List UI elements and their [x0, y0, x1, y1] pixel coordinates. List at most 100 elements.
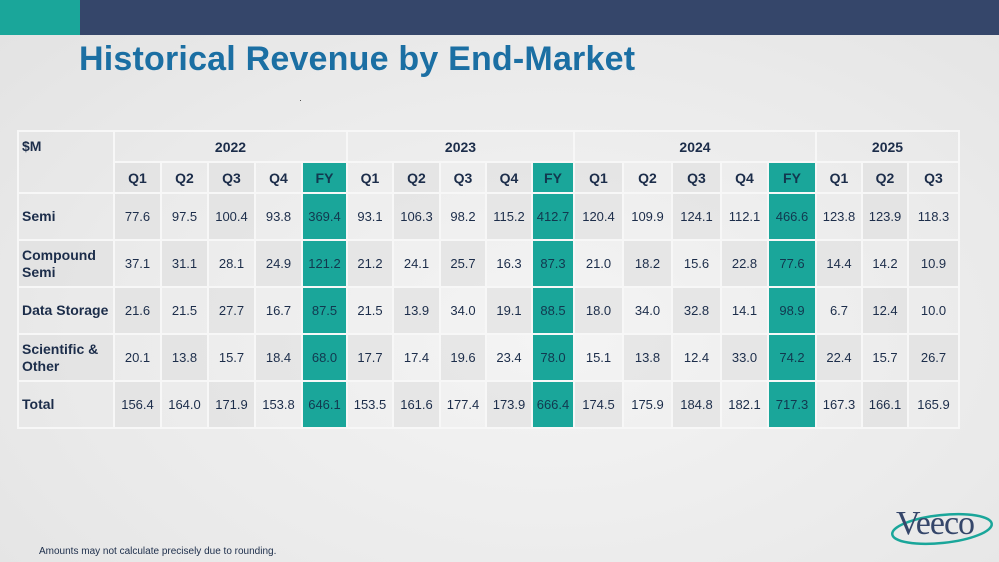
- value-cell: 97.5: [160, 192, 209, 241]
- quarter-header: Q3: [671, 161, 722, 194]
- quarter-header-row: Q1 Q2 Q3 Q4 FY Q1 Q2 Q3 Q4 FY Q1 Q2 Q3 Q4 FY Q1 Q2 Q3: [18, 161, 960, 194]
- table-row: Semi 77.6 97.5 100.4 93.8 369.4 93.1 106.3 98.2 1…: [17, 192, 960, 241]
- value-cell: 109.9: [622, 192, 673, 241]
- value-cell: 93.1: [346, 192, 394, 241]
- value-cell: 112.1: [720, 192, 769, 241]
- value-cell: 93.8: [254, 192, 303, 241]
- logo-swoosh-icon: [891, 512, 993, 546]
- value-cell: 184.8: [671, 380, 722, 429]
- value-cell: 124.1: [671, 192, 722, 241]
- value-cell: 13.8: [622, 333, 673, 382]
- quarter-header: Q3: [207, 161, 256, 194]
- value-cell: 17.7: [346, 333, 394, 382]
- value-cell: 21.5: [160, 286, 209, 335]
- value-cell: 21.5: [346, 286, 394, 335]
- value-cell: 153.5: [346, 380, 394, 429]
- table-body: Semi 77.6 97.5 100.4 93.8 369.4 93.1 106.3 98.2 1…: [17, 192, 960, 429]
- value-cell: 27.7: [207, 286, 256, 335]
- quarter-header: Q1: [573, 161, 624, 194]
- value-cell: 15.6: [671, 239, 722, 288]
- footnote: Amounts may not calculate precisely due …: [39, 546, 277, 557]
- fy-value-cell: 412.7: [531, 192, 575, 241]
- value-cell: 156.4: [113, 380, 162, 429]
- value-cell: 15.1: [573, 333, 624, 382]
- table-row: Compound Semi 37.1 31.1 28.1 24.9 121.2 21.2 24…: [17, 239, 960, 288]
- value-cell: 18.2: [622, 239, 673, 288]
- value-cell: 77.6: [113, 192, 162, 241]
- value-cell: 166.1: [861, 380, 909, 429]
- fy-value-cell: 369.4: [301, 192, 348, 241]
- value-cell: 21.6: [113, 286, 162, 335]
- row-label: Compound Semi: [17, 239, 115, 288]
- unit-label: $M: [17, 130, 115, 194]
- value-cell: 22.4: [815, 333, 863, 382]
- value-cell: 175.9: [622, 380, 673, 429]
- top-accent-bar: [0, 0, 80, 35]
- value-cell: 25.7: [439, 239, 487, 288]
- value-cell: 171.9: [207, 380, 256, 429]
- value-cell: 24.9: [254, 239, 303, 288]
- value-cell: 24.1: [392, 239, 441, 288]
- fy-value-cell: 466.6: [767, 192, 817, 241]
- row-label: Semi: [17, 192, 115, 241]
- fy-header: FY: [767, 161, 817, 194]
- value-cell: 15.7: [861, 333, 909, 382]
- year-header: 2022: [113, 130, 348, 163]
- value-cell: 19.1: [485, 286, 533, 335]
- value-cell: 167.3: [815, 380, 863, 429]
- fy-value-cell: 121.2: [301, 239, 348, 288]
- fy-value-cell: 88.5: [531, 286, 575, 335]
- quarter-header: Q2: [160, 161, 209, 194]
- value-cell: 123.8: [815, 192, 863, 241]
- value-cell: 18.4: [254, 333, 303, 382]
- value-cell: 153.8: [254, 380, 303, 429]
- fy-value-cell: 87.3: [531, 239, 575, 288]
- value-cell: 161.6: [392, 380, 441, 429]
- value-cell: 22.8: [720, 239, 769, 288]
- value-cell: 173.9: [485, 380, 533, 429]
- value-cell: 164.0: [160, 380, 209, 429]
- value-cell: 31.1: [160, 239, 209, 288]
- value-cell: 14.4: [815, 239, 863, 288]
- value-cell: 106.3: [392, 192, 441, 241]
- value-cell: 16.3: [485, 239, 533, 288]
- fy-value-cell: 98.9: [767, 286, 817, 335]
- value-cell: 12.4: [861, 286, 909, 335]
- value-cell: 16.7: [254, 286, 303, 335]
- value-cell: 123.9: [861, 192, 909, 241]
- value-cell: 21.0: [573, 239, 624, 288]
- quarter-header: Q2: [392, 161, 441, 194]
- value-cell: 177.4: [439, 380, 487, 429]
- value-cell: 15.7: [207, 333, 256, 382]
- fy-value-cell: 87.5: [301, 286, 348, 335]
- value-cell: 17.4: [392, 333, 441, 382]
- quarter-header: Q3: [907, 161, 960, 194]
- value-cell: 26.7: [907, 333, 960, 382]
- year-header: 2023: [346, 130, 575, 163]
- value-cell: 182.1: [720, 380, 769, 429]
- value-cell: 20.1: [113, 333, 162, 382]
- year-header: 2024: [573, 130, 817, 163]
- value-cell: 32.8: [671, 286, 722, 335]
- veeco-logo: Veeco: [888, 505, 996, 549]
- quarter-header: Q4: [720, 161, 769, 194]
- row-label: Total: [17, 380, 115, 429]
- value-cell: 34.0: [622, 286, 673, 335]
- quarter-header: Q4: [485, 161, 533, 194]
- fy-value-cell: 77.6: [767, 239, 817, 288]
- page-title: Historical Revenue by End-Market: [79, 40, 636, 78]
- quarter-header: Q1: [815, 161, 863, 194]
- value-cell: 10.9: [907, 239, 960, 288]
- value-cell: 19.6: [439, 333, 487, 382]
- quarter-header: Q3: [439, 161, 487, 194]
- value-cell: 23.4: [485, 333, 533, 382]
- value-cell: 174.5: [573, 380, 624, 429]
- value-cell: 118.3: [907, 192, 960, 241]
- quarter-header: Q4: [254, 161, 303, 194]
- value-cell: 13.9: [392, 286, 441, 335]
- year-header: 2025: [815, 130, 960, 163]
- quarter-header: Q1: [346, 161, 394, 194]
- table-row: Data Storage 21.6 21.5 27.7 16.7 87.5 21.5 13.9…: [17, 286, 960, 335]
- value-cell: 14.1: [720, 286, 769, 335]
- quarter-header: Q2: [861, 161, 909, 194]
